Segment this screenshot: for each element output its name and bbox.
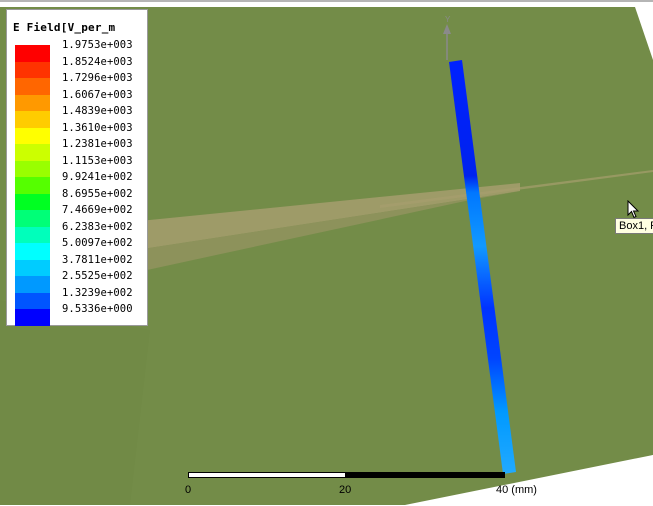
legend-value: 1.3610e+003 — [62, 121, 133, 134]
legend-value: 1.4839e+003 — [62, 105, 133, 117]
strip-line-thin — [380, 170, 653, 208]
legend-swatch — [15, 94, 50, 111]
ground-edge-top-right — [635, 7, 653, 60]
legend-row: 9.9241e+002 — [15, 171, 147, 194]
e-field-strip[interactable] — [449, 60, 516, 474]
legend-row: 1.7296e+003 — [15, 72, 147, 95]
legend-value: 6.2383e+002 — [62, 220, 133, 233]
legend-row: 1.6067e+003 — [15, 89, 147, 111]
legend-row: 2.5525e+002 — [15, 270, 147, 293]
legend-swatch — [15, 276, 50, 293]
legend-row: 1.8524e+003 — [15, 56, 147, 78]
legend-value: 2.5525e+002 — [62, 270, 133, 282]
legend-row: 1.3610e+003 — [15, 122, 147, 144]
legend-rows: 1.9753e+003 1.8524e+003 1.7296e+003 1.6067e… — [15, 39, 147, 326]
y-axis-arrowhead — [443, 24, 451, 34]
scale-segment-1 — [188, 472, 346, 478]
ground-plane — [0, 7, 653, 505]
legend-row: 3.7811e+002 — [15, 254, 147, 276]
legend-value: 9.5336e+000 — [62, 303, 133, 315]
legend-row: 1.4839e+003 — [15, 105, 147, 128]
legend-row: 7.4669e+002 — [15, 204, 147, 227]
legend-row: 1.2381e+003 — [15, 138, 147, 161]
legend-value: 7.4669e+002 — [62, 204, 133, 216]
legend-value: 1.9753e+003 — [62, 39, 133, 51]
legend-row: 9.5336e+000 — [15, 303, 147, 326]
legend-title: E Field[V_per_m — [13, 21, 116, 34]
legend-swatch — [15, 226, 50, 243]
legend-value: 5.0097e+002 — [62, 237, 133, 249]
color-legend: E Field[V_per_m 1.9753e+003 1.8524e+003 1.… — [6, 9, 148, 326]
legend-swatch — [15, 61, 50, 78]
legend-swatch — [15, 177, 50, 194]
legend-swatch — [15, 243, 50, 260]
ground-shadow — [0, 300, 150, 505]
legend-swatch — [15, 292, 50, 309]
legend-swatch — [15, 160, 50, 177]
legend-swatch — [15, 210, 50, 227]
legend-value: 1.3239e+002 — [62, 286, 133, 299]
legend-value: 1.1153e+003 — [62, 154, 133, 167]
legend-swatch — [15, 193, 50, 210]
legend-value: 1.6067e+003 — [62, 88, 133, 101]
legend-value: 8.6955e+002 — [62, 187, 133, 200]
legend-row: 1.1153e+003 — [15, 155, 147, 177]
legend-swatch — [15, 309, 50, 326]
legend-value: 1.8524e+003 — [62, 55, 133, 68]
legend-row: 1.9753e+003 — [15, 39, 147, 62]
legend-swatch — [15, 127, 50, 144]
legend-row: 6.2383e+002 — [15, 221, 147, 243]
scale-label-20: 20 — [339, 484, 352, 496]
y-axis-label: Y — [445, 15, 451, 24]
legend-swatch — [15, 45, 50, 62]
scale-label-0: 0 — [185, 484, 192, 496]
legend-value: 3.7811e+002 — [62, 253, 133, 266]
legend-row: 5.0097e+002 — [15, 237, 147, 260]
legend-value: 1.7296e+003 — [62, 72, 133, 84]
scale-label-40: 40 (mm) — [496, 484, 537, 496]
scale-bar — [188, 472, 508, 480]
scale-segment-2 — [345, 472, 505, 478]
legend-swatch — [15, 78, 50, 95]
legend-swatch — [15, 111, 50, 128]
legend-swatch — [15, 144, 50, 161]
legend-row: 1.3239e+002 — [15, 287, 147, 309]
object-tooltip: Box1, F — [615, 218, 653, 234]
legend-value: 9.9241e+002 — [62, 171, 133, 183]
ground-edge-bottom — [400, 455, 653, 506]
legend-value: 1.2381e+003 — [62, 138, 133, 150]
legend-row: 8.6955e+002 — [15, 188, 147, 210]
legend-swatch — [15, 259, 50, 276]
mouse-cursor-icon — [627, 199, 641, 224]
